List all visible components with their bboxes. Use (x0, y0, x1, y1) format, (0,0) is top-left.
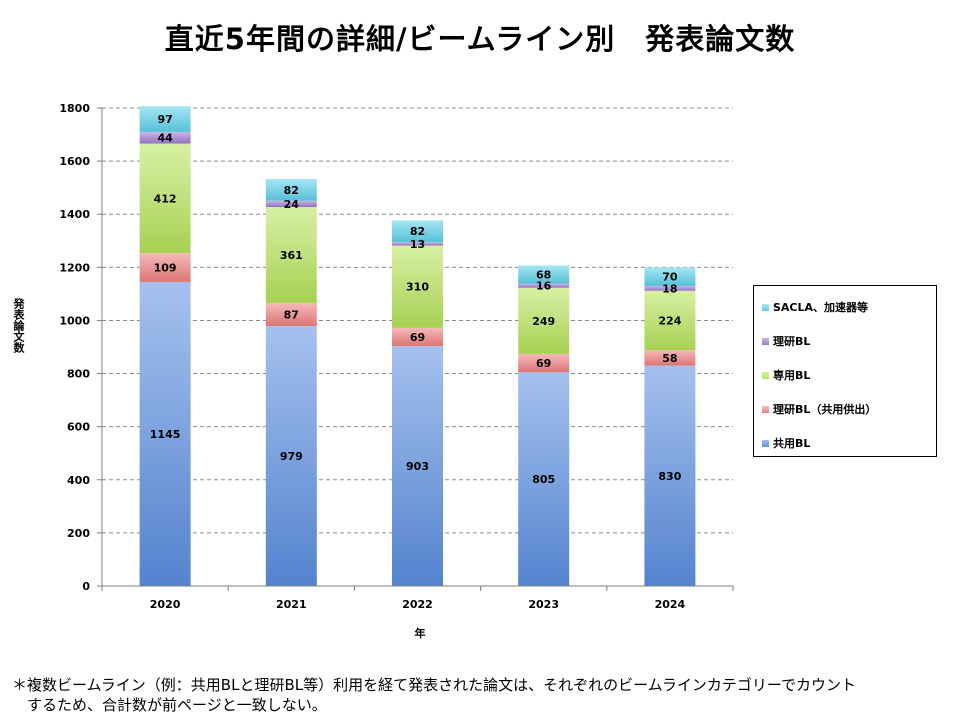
data-label: 69 (410, 331, 425, 344)
bar-segment (265, 302, 317, 327)
bar-segment (518, 265, 570, 284)
y-tick-label: 400 (67, 474, 90, 487)
bar-segment (392, 245, 443, 328)
y-tick-label: 1000 (59, 314, 90, 327)
bar-segment (518, 372, 570, 586)
legend-swatch (762, 337, 769, 345)
data-label: 69 (536, 357, 551, 370)
data-label: 903 (406, 460, 429, 473)
bar-segment (518, 283, 570, 288)
y-tick-label: 1200 (59, 261, 90, 274)
axes: 0 200 400 600 800 1000 1200 1400 1600 1800 2020 202… (59, 102, 734, 611)
bar-segment (392, 220, 443, 243)
x-tick-label: 2020 (150, 598, 181, 611)
footnote: ＊複数ビームライン（例：共用BLと理研BL等）利用を経て発表された論文は、それぞ… (12, 675, 952, 715)
legend-swatch (762, 439, 769, 447)
footnote-line-1: ＊複数ビームライン（例：共用BLと理研BL等）利用を経て発表された論文は、それぞ… (12, 676, 857, 694)
bars (139, 106, 696, 586)
bar-segment (644, 365, 696, 586)
stacked-bar-chart: 1145109412449797987361248290369310138280… (59, 102, 734, 611)
legend-item: SACLA、加速器等 (754, 290, 936, 324)
data-label: 109 (154, 261, 177, 274)
data-label: 58 (662, 352, 677, 365)
footnote-line-2: するため、合計数が前ページと一致しない。 (12, 696, 327, 714)
data-label: 82 (410, 225, 425, 238)
bar-segment (139, 106, 191, 132)
bar-segment (139, 281, 191, 586)
bar-segment (518, 353, 570, 373)
legend-label: 理研BL（共用供出） (773, 403, 877, 416)
bar-segment (265, 326, 317, 586)
x-tick-label: 2022 (402, 598, 433, 611)
legend: SACLA、加速器等 理研BL 専用BL 理研BL（共用供出） 共用BL (753, 285, 937, 457)
legend-label: 理研BL (773, 335, 811, 348)
data-label: 18 (662, 282, 677, 295)
y-tick-label: 600 (67, 421, 90, 434)
data-label: 310 (406, 281, 429, 294)
data-label: 24 (284, 198, 300, 211)
legend-item: 理研BL (754, 324, 936, 358)
data-label: 97 (157, 113, 172, 126)
y-tick-label: 800 (67, 368, 90, 381)
data-label: 82 (284, 184, 299, 197)
data-label: 1145 (150, 428, 181, 441)
bar-segment (139, 252, 191, 282)
data-label: 805 (532, 473, 555, 486)
bar-segment (265, 207, 317, 303)
x-tick-label: 2021 (276, 598, 307, 611)
x-axis-title: 年 (414, 627, 426, 640)
x-tick-label: 2023 (528, 598, 559, 611)
bar-segment (139, 143, 191, 253)
bar-segment (139, 131, 191, 144)
bar-segment (392, 327, 443, 347)
page-title: 直近5年間の詳細/ビームライン別 発表論文数 (164, 22, 796, 56)
bar-segment (518, 287, 570, 354)
bar-segment (644, 290, 696, 351)
x-tick-label: 2024 (655, 598, 686, 611)
legend-swatch (762, 371, 769, 379)
data-label: 70 (662, 271, 678, 284)
data-label: 249 (532, 315, 555, 328)
y-tick-label: 1600 (59, 155, 90, 168)
legend-label: SACLA、加速器等 (773, 301, 869, 314)
data-label: 87 (284, 308, 299, 321)
data-labels: 1145109412449797987361248290369310138280… (150, 113, 682, 486)
legend-label: 共用BL (773, 437, 811, 450)
bar-segment (644, 350, 696, 366)
data-label: 830 (658, 470, 681, 483)
legend-swatch (762, 405, 769, 413)
data-label: 361 (280, 249, 303, 262)
data-label: 44 (157, 132, 173, 145)
data-label: 68 (536, 269, 551, 282)
bar-segment (644, 267, 696, 286)
bar-segment (392, 346, 443, 586)
y-axis-title: 発表論文数 (12, 298, 25, 353)
legend-item: 専用BL (754, 358, 936, 392)
data-label: 979 (280, 450, 303, 463)
legend-item: 理研BL（共用供出） (754, 392, 936, 426)
legend-swatch (762, 303, 769, 311)
data-label: 224 (658, 314, 681, 327)
data-label: 13 (410, 238, 425, 251)
bar-segment (644, 285, 696, 291)
bar-segment (265, 200, 317, 208)
bar-segment (265, 178, 317, 201)
y-tick-label: 0 (82, 580, 90, 593)
y-tick-label: 1800 (59, 102, 90, 115)
y-tick-label: 1400 (59, 208, 90, 221)
y-tick-label: 200 (67, 527, 90, 540)
legend-label: 専用BL (773, 369, 811, 382)
data-label: 412 (154, 192, 177, 205)
bar-segment (392, 242, 443, 246)
data-label: 16 (536, 280, 552, 293)
legend-item: 共用BL (754, 426, 936, 460)
